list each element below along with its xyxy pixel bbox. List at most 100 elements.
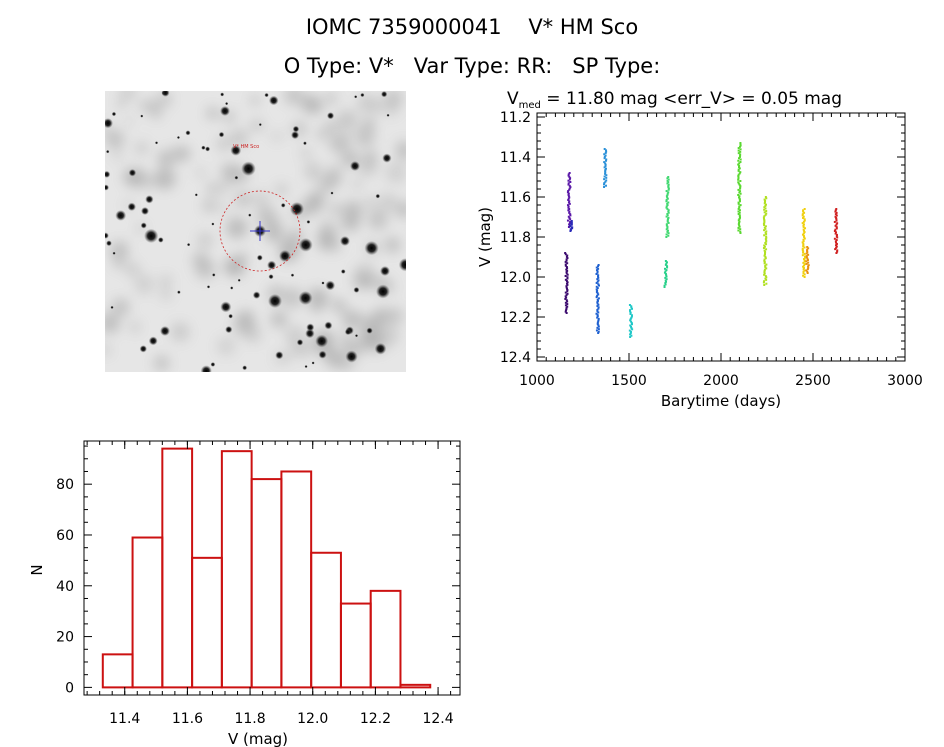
lc-point xyxy=(737,147,740,150)
lc-point xyxy=(603,155,606,158)
lc-point xyxy=(738,195,741,198)
lc-point xyxy=(604,170,607,173)
lc-point xyxy=(564,278,567,281)
sky-star xyxy=(275,351,284,360)
sky-star xyxy=(161,91,170,97)
lc-point xyxy=(805,269,808,272)
lc-point xyxy=(801,247,804,250)
lc-point xyxy=(835,233,838,236)
lc-point xyxy=(765,212,768,215)
lc-point xyxy=(806,272,809,274)
lc-point xyxy=(739,230,742,233)
lc-point xyxy=(665,233,668,236)
lc-point xyxy=(737,149,740,152)
lc-point xyxy=(566,219,569,222)
hist-xtick-label: 11.6 xyxy=(172,711,203,727)
lc-point xyxy=(666,214,669,217)
lc-point xyxy=(806,251,809,254)
lc-point xyxy=(802,267,805,270)
lc-point xyxy=(565,299,568,302)
lc-point xyxy=(597,332,600,334)
lc-point xyxy=(737,168,740,171)
lc-point xyxy=(764,250,767,253)
lc-xtick-label: 2000 xyxy=(703,373,739,389)
lc-point xyxy=(566,281,569,284)
lc-point xyxy=(738,225,741,228)
sky-star xyxy=(128,169,137,177)
lc-point xyxy=(569,177,572,180)
lc-point xyxy=(737,202,740,205)
lc-point xyxy=(564,295,567,298)
lc-point xyxy=(802,229,805,232)
lc-point xyxy=(763,271,766,274)
lc-point xyxy=(630,327,633,330)
lc-point xyxy=(568,188,571,191)
lc-point xyxy=(628,329,631,332)
lc-point xyxy=(603,186,606,188)
lc-point xyxy=(739,161,742,164)
lc-point xyxy=(567,199,570,201)
sky-star xyxy=(105,170,111,178)
lc-point xyxy=(603,161,606,164)
lc-point xyxy=(834,215,837,218)
lc-point xyxy=(737,201,740,204)
sky-star xyxy=(106,149,110,154)
lc-point xyxy=(763,253,766,256)
lc-point xyxy=(569,186,572,189)
lc-point xyxy=(737,163,740,166)
lc-point xyxy=(596,310,599,313)
sky-star xyxy=(206,285,211,289)
lc-point xyxy=(765,230,768,233)
lc-point xyxy=(834,213,837,216)
lc-point xyxy=(603,175,606,178)
lc-series xyxy=(663,260,669,288)
lc-point xyxy=(764,266,767,269)
lc-point xyxy=(666,225,669,228)
lc-ylabel: V (mag) xyxy=(476,207,494,267)
sky-star xyxy=(105,184,109,191)
lc-point xyxy=(566,289,569,292)
lc-point xyxy=(604,172,607,175)
sky-star xyxy=(157,237,164,243)
lc-point xyxy=(564,264,567,267)
lc-point xyxy=(564,260,567,263)
lc-point xyxy=(604,163,607,166)
hist-ylabel: N xyxy=(28,564,46,575)
lc-point xyxy=(629,309,632,312)
lc-point xyxy=(739,216,742,219)
lc-point xyxy=(738,197,741,200)
lc-point xyxy=(604,162,607,165)
lc-point xyxy=(667,178,670,181)
lc-point xyxy=(802,209,805,212)
lc-point xyxy=(807,261,810,264)
lc-point xyxy=(803,231,806,234)
lc-point xyxy=(595,272,598,275)
lc-series xyxy=(801,208,807,278)
lc-point xyxy=(566,204,569,207)
lc-point xyxy=(566,292,569,295)
lc-point xyxy=(564,263,567,266)
lc-point xyxy=(765,210,768,213)
lc-point xyxy=(765,232,768,235)
lc-point xyxy=(738,183,741,186)
lc-point xyxy=(763,254,766,257)
lc-point xyxy=(835,239,838,242)
sky-star xyxy=(325,280,336,291)
lc-point xyxy=(567,201,570,204)
lc-point xyxy=(565,294,568,297)
sky-star xyxy=(298,238,313,252)
lc-point xyxy=(764,227,767,230)
lc-point xyxy=(765,248,768,251)
lc-point xyxy=(603,178,606,181)
lc-point xyxy=(834,248,837,251)
lc-point xyxy=(834,240,837,243)
lc-point xyxy=(630,307,633,310)
lc-point xyxy=(764,213,767,216)
sky-star xyxy=(237,278,241,282)
sky-star xyxy=(225,102,229,106)
lc-point xyxy=(665,280,668,283)
lc-point xyxy=(764,264,767,267)
sky-star xyxy=(242,365,248,371)
lc-point xyxy=(737,181,740,184)
lc-point xyxy=(566,277,569,280)
